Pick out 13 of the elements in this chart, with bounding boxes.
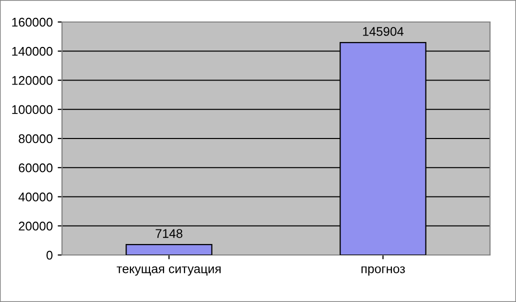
y-tick-label: 20000 bbox=[18, 222, 52, 231]
y-tick-label: 120000 bbox=[12, 76, 52, 85]
y-tick-label: 100000 bbox=[12, 105, 52, 114]
x-tick-label: текущая ситуация bbox=[116, 266, 221, 276]
data-label: 145904 bbox=[363, 27, 404, 36]
y-tick-label: 140000 bbox=[12, 46, 52, 56]
x-tick-label: прогноз bbox=[362, 266, 405, 276]
y-tick-label: 40000 bbox=[18, 192, 52, 202]
data-label: 7148 bbox=[156, 229, 182, 238]
y-tick-label: 80000 bbox=[18, 134, 52, 144]
y-tick-label: 0 bbox=[46, 250, 52, 260]
y-tick-label: 60000 bbox=[18, 163, 52, 172]
y-tick-label: 160000 bbox=[12, 18, 52, 27]
